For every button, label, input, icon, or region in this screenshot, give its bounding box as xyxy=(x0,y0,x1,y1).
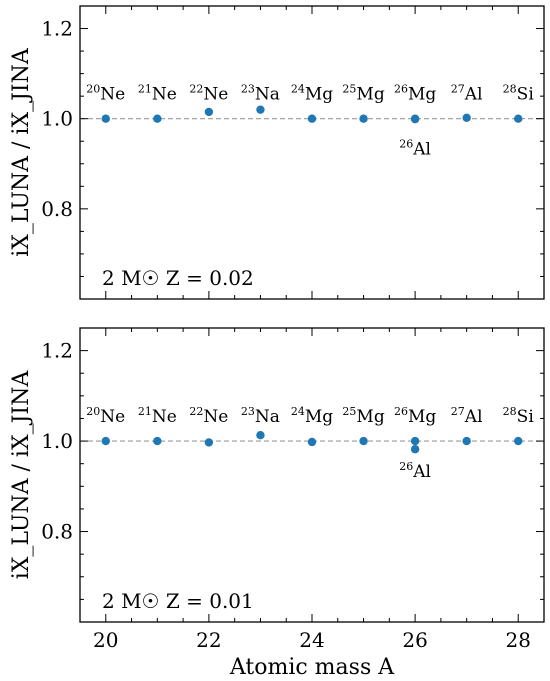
data-point xyxy=(307,114,317,123)
x-tick-label: 26 xyxy=(402,628,427,652)
data-point xyxy=(410,114,420,124)
y-tick-label: 1.0 xyxy=(41,107,73,131)
isotope-label: 28Si xyxy=(503,405,535,427)
x-tick-label: 22 xyxy=(196,628,221,652)
panel-annotation: 2 M☉ Z = 0.01 xyxy=(102,589,254,613)
plot-frame xyxy=(79,5,545,300)
y-tick-label: 0.8 xyxy=(41,197,73,221)
x-axis-label: Atomic mass A xyxy=(229,655,395,680)
data-point xyxy=(153,114,162,123)
data-point xyxy=(153,436,162,446)
isotope-label: 27Al xyxy=(451,83,483,105)
isotope-label: 25Mg xyxy=(342,405,384,427)
data-point xyxy=(462,436,471,446)
isotope-label: 20Ne xyxy=(86,405,125,427)
data-point xyxy=(307,437,317,447)
data-point xyxy=(256,105,265,114)
plot-frame xyxy=(79,327,545,623)
data-point xyxy=(462,113,471,122)
isotope-label: 21Ne xyxy=(138,405,177,427)
isotope-label: 23Na xyxy=(241,83,280,105)
data-point xyxy=(101,114,110,123)
isotope-label: 21Ne xyxy=(138,83,177,105)
panel-top: 0.8 1.0 1.2 iX_LUNA / iX_JINA 20Ne 21Ne 22Ne 23… xyxy=(9,5,545,300)
isotope-label: 22Ne xyxy=(189,83,228,105)
isotope-label: 26Mg xyxy=(394,405,436,427)
data-point xyxy=(514,436,523,446)
y-axis-label: iX_LUNA / iX_JINA xyxy=(9,47,34,257)
data-point xyxy=(359,114,368,123)
data-point xyxy=(410,445,420,454)
x-tick-label: 24 xyxy=(299,628,324,652)
y-tick-label: 1.0 xyxy=(41,429,73,453)
data-point xyxy=(410,436,420,446)
isotope-label: 26Al xyxy=(399,460,431,482)
data-point xyxy=(256,430,265,440)
isotope-label: 28Si xyxy=(503,83,535,105)
y-axis-label: iX_LUNA / iX_JINA xyxy=(9,370,34,580)
y-tick-label: 0.8 xyxy=(41,520,73,544)
x-tick-label: 20 xyxy=(93,628,118,652)
data-point xyxy=(204,107,214,117)
isotope-label: 24Mg xyxy=(291,83,333,105)
isotope-label: 23Na xyxy=(241,405,280,427)
isotope-label: 26Mg xyxy=(394,83,436,105)
isotope-label: 26Al xyxy=(399,138,431,160)
isotope-label: 27Al xyxy=(451,405,483,427)
data-point xyxy=(359,436,368,446)
isotope-label: 24Mg xyxy=(291,405,333,427)
panel-bottom: 0.8 1.0 1.2 20 22 24 26 28 iX_LUNA / iX_JINA 20Ne… xyxy=(9,327,545,652)
isotope-label: 22Ne xyxy=(189,405,228,427)
isotope-label: 25Mg xyxy=(342,83,384,105)
data-point xyxy=(204,438,214,447)
shared-axes: Atomic mass A xyxy=(229,655,395,680)
x-tick-label: 28 xyxy=(505,628,530,652)
y-tick-label: 1.2 xyxy=(41,339,73,363)
isotope-label: 20Ne xyxy=(86,83,125,105)
data-point xyxy=(101,436,110,446)
panel-annotation: 2 M☉ Z = 0.02 xyxy=(102,266,254,290)
y-tick-label: 1.2 xyxy=(41,17,73,41)
data-point xyxy=(514,114,523,123)
